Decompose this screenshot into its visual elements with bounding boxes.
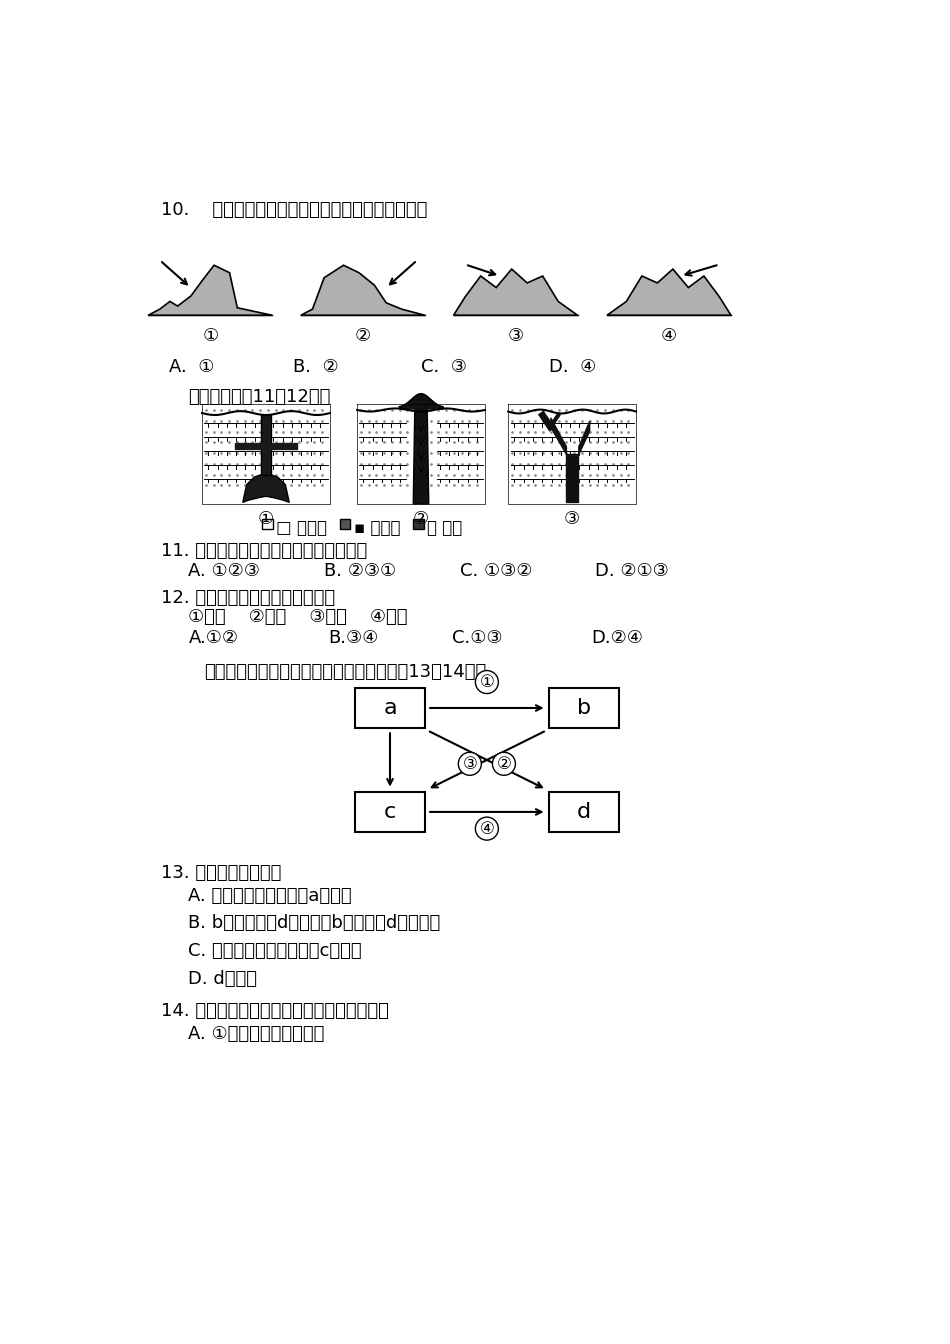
Polygon shape (413, 407, 428, 504)
Text: ①: ① (258, 511, 274, 528)
Text: 14. 图中各地质作用与序号对应关系正确的是: 14. 图中各地质作用与序号对应关系正确的是 (162, 1003, 390, 1020)
Text: ①: ① (480, 673, 494, 691)
Text: D. ②①③: D. ②①③ (596, 562, 669, 579)
Bar (549, 792, 618, 832)
Text: B.  ②: B. ② (294, 358, 339, 375)
Text: A.  ①: A. ① (169, 358, 215, 375)
Text: ③: ③ (507, 327, 523, 345)
Text: 图 岩浆: 图 岩浆 (428, 519, 463, 538)
Text: ③: ③ (564, 511, 580, 528)
Text: C. ①③②: C. ①③② (460, 562, 532, 579)
Text: A. 石灰岩、页岩都属于a类岩石: A. 石灰岩、页岩都属于a类岩石 (188, 887, 352, 905)
Polygon shape (301, 265, 425, 316)
Text: b: b (577, 698, 591, 718)
Text: A. ①作用一定能形成化石: A. ①作用一定能形成化石 (188, 1025, 325, 1043)
Text: □ 岩石一: □ 岩石一 (276, 519, 327, 538)
Text: a: a (383, 698, 397, 718)
Polygon shape (607, 269, 731, 316)
Text: 11. 按照发生的顺序，下列排列正确的是: 11. 按照发生的顺序，下列排列正确的是 (162, 543, 368, 560)
Text: ③: ③ (463, 755, 477, 773)
Bar (340, 519, 351, 528)
Text: ②: ② (413, 511, 429, 528)
Text: D. d为岩浆: D. d为岩浆 (188, 970, 257, 988)
Text: 13. 下列说法正确的是: 13. 下列说法正确的是 (162, 864, 282, 882)
Text: ④: ④ (661, 327, 677, 345)
Text: ①: ① (202, 327, 218, 345)
Text: 读下图，完戕11～12题。: 读下图，完戕11～12题。 (188, 388, 331, 406)
Text: ▪ 岩石二: ▪ 岩石二 (353, 519, 400, 538)
Polygon shape (261, 415, 271, 474)
Text: C.①③: C.①③ (452, 629, 503, 648)
Bar (413, 519, 424, 528)
Text: C.  ③: C. ③ (421, 358, 466, 375)
Text: D.  ④: D. ④ (549, 358, 597, 375)
Text: ②: ② (497, 755, 511, 773)
Text: 10.    正确示意沙丘剖面及其外力作用主要方向的是: 10. 正确示意沙丘剖面及其外力作用主要方向的是 (162, 202, 428, 219)
Polygon shape (243, 473, 289, 503)
Bar (262, 519, 273, 528)
Text: B.③④: B.③④ (328, 629, 378, 648)
Text: ①裂谷    ②海岭    ③山系    ④海沟: ①裂谷 ②海岭 ③山系 ④海沟 (188, 607, 408, 626)
Polygon shape (148, 265, 273, 316)
Text: 下图为「地壳物质循环示意图」。读图完戕13～14题。: 下图为「地壳物质循环示意图」。读图完戕13～14题。 (204, 664, 486, 681)
Bar (355, 688, 425, 728)
Polygon shape (453, 269, 578, 316)
Text: d: d (577, 802, 591, 823)
Text: c: c (384, 802, 396, 823)
Bar (549, 688, 618, 728)
Text: A. ①②③: A. ①②③ (188, 562, 260, 579)
Text: 12. 图中所示的地理现象，可能是: 12. 图中所示的地理现象，可能是 (162, 589, 335, 606)
Text: B. ②③①: B. ②③① (324, 562, 396, 579)
Text: ④: ④ (480, 820, 494, 837)
Text: ②: ② (354, 327, 371, 345)
Text: A.①②: A.①② (188, 629, 238, 648)
Text: D.②④: D.②④ (592, 629, 643, 648)
Text: C. 花岗岩和玄武岩都属于c类岩石: C. 花岗岩和玄武岩都属于c类岩石 (188, 942, 362, 960)
Bar (355, 792, 425, 832)
Text: B. b不能转化为d，是因为b为岩浆，d为变质岩: B. b不能转化为d，是因为b为岩浆，d为变质岩 (188, 914, 441, 933)
